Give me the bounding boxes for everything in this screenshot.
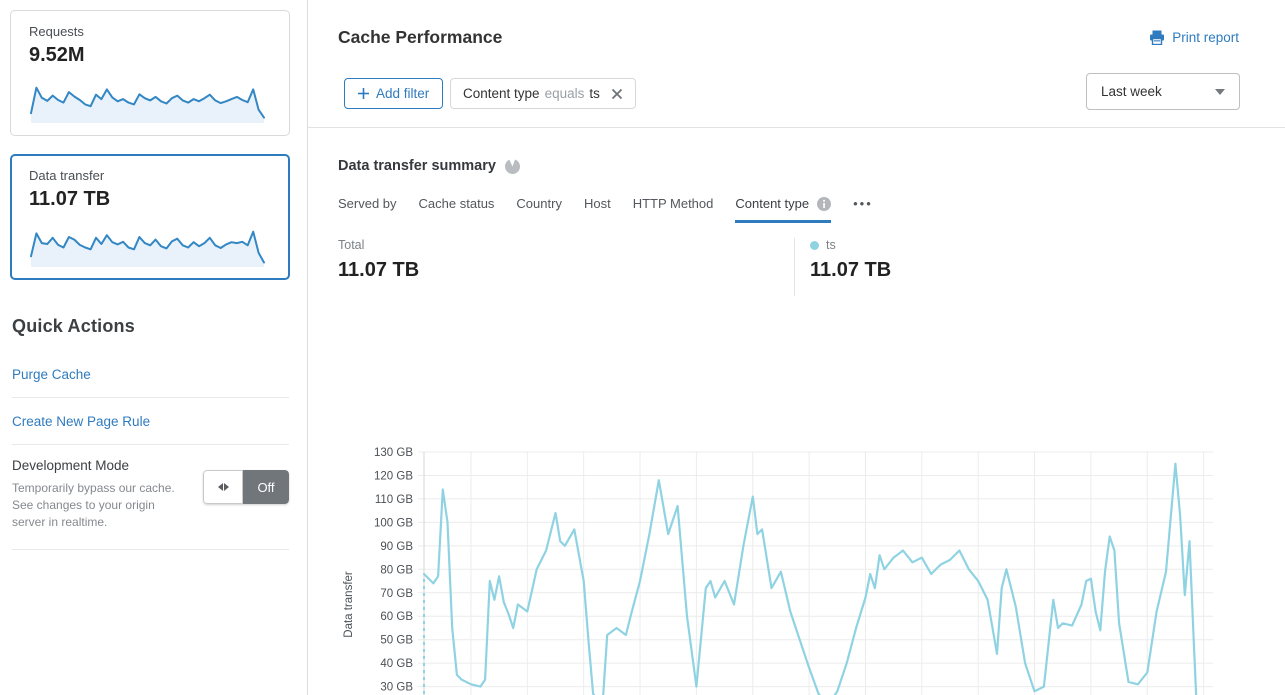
metric-label: Data transfer xyxy=(29,168,105,183)
create-page-rule-link[interactable]: Create New Page Rule xyxy=(12,414,151,429)
totals-divider xyxy=(794,238,795,296)
printer-icon xyxy=(1150,30,1165,45)
svg-text:70 GB: 70 GB xyxy=(380,588,413,600)
development-mode-title: Development Mode xyxy=(12,458,130,473)
quick-actions-title: Quick Actions xyxy=(12,316,135,336)
close-icon xyxy=(611,88,623,99)
svg-text:120 GB: 120 GB xyxy=(374,470,413,482)
tab-served-by[interactable]: Served by xyxy=(338,196,397,211)
totals-row: Total 11.07 TB ts 11.07 TB xyxy=(338,238,891,296)
print-report-button[interactable]: Print report xyxy=(1149,30,1239,45)
filter-value: ts xyxy=(589,86,600,101)
add-filter-button[interactable]: Add filter xyxy=(344,78,444,109)
filter-chip[interactable]: Content type equals ts xyxy=(450,78,636,109)
quick-action-row: Purge Cache xyxy=(12,351,289,398)
svg-text:40 GB: 40 GB xyxy=(380,658,413,670)
svg-text:60 GB: 60 GB xyxy=(380,611,413,623)
refresh-status-icon xyxy=(504,158,520,174)
main-panel: Cache Performance Print report Add filte… xyxy=(307,0,1285,695)
development-mode-section: Development Mode Temporarily bypass our … xyxy=(12,445,289,550)
page-title: Cache Performance xyxy=(338,27,503,47)
total-value: 11.07 TB xyxy=(338,259,420,281)
tab-cache-status[interactable]: Cache status xyxy=(418,196,495,211)
svg-text:Data transfer: Data transfer xyxy=(343,571,355,638)
add-filter-label: Add filter xyxy=(376,86,430,101)
print-report-label: Print report xyxy=(1172,30,1239,45)
summary-section: Data transfer summary Served by Cache sta… xyxy=(308,128,1285,695)
metric-label: Requests xyxy=(29,24,84,39)
series-value: 11.07 TB xyxy=(810,259,892,281)
svg-text:100 GB: 100 GB xyxy=(374,517,413,529)
summary-title: Data transfer summary xyxy=(338,158,496,174)
total-label: Total xyxy=(338,238,365,252)
sidebar: Requests 9.52M Data transfer 11.07 TB Qu… xyxy=(0,0,307,695)
quick-actions-section: Quick Actions Purge Cache Create New Pag… xyxy=(12,316,289,550)
quick-action-row: Create New Page Rule xyxy=(12,398,289,445)
remove-filter-button[interactable] xyxy=(611,88,623,100)
summary-tabs: Served by Cache status Country Host HTTP Met… xyxy=(338,196,873,223)
svg-text:110 GB: 110 GB xyxy=(375,494,413,506)
series-legend-dot xyxy=(810,240,819,250)
svg-text:90 GB: 90 GB xyxy=(380,541,413,553)
development-mode-description: Temporarily bypass our cache. See change… xyxy=(12,481,175,529)
metric-card-requests[interactable]: Requests 9.52M xyxy=(10,10,290,136)
toggle-knob[interactable] xyxy=(203,470,243,504)
more-dimensions-button[interactable]: ••• xyxy=(853,196,873,211)
svg-text:80 GB: 80 GB xyxy=(380,564,413,576)
time-range-dropdown[interactable]: Last week xyxy=(1086,73,1240,110)
toggle-state-label: Off xyxy=(243,470,289,504)
purge-cache-link[interactable]: Purge Cache xyxy=(12,367,91,382)
data-transfer-sparkline-chart xyxy=(30,230,265,267)
metric-value: 9.52M xyxy=(29,44,85,66)
chevron-down-icon xyxy=(1215,88,1225,95)
main-header: Cache Performance Print report Add filte… xyxy=(308,0,1285,128)
plus-icon xyxy=(358,88,369,99)
metric-card-data-transfer[interactable]: Data transfer 11.07 TB xyxy=(10,154,290,280)
tab-http-method[interactable]: HTTP Method xyxy=(632,196,714,211)
tab-country[interactable]: Country xyxy=(516,196,562,211)
series-legend-label[interactable]: ts xyxy=(826,238,836,252)
svg-text:50 GB: 50 GB xyxy=(380,635,413,647)
requests-sparkline-chart xyxy=(30,86,265,123)
time-range-value: Last week xyxy=(1101,84,1162,99)
svg-text:130 GB: 130 GB xyxy=(374,447,413,459)
info-icon[interactable] xyxy=(817,196,832,211)
filter-field: Content type xyxy=(463,86,540,101)
filter-operator: equals xyxy=(544,86,585,101)
svg-text:30 GB: 30 GB xyxy=(380,682,413,694)
toggle-arrows-icon xyxy=(217,483,223,491)
tab-host[interactable]: Host xyxy=(583,196,611,211)
tab-content-type[interactable]: Content type xyxy=(735,196,832,223)
metric-value: 11.07 TB xyxy=(29,188,111,210)
development-mode-toggle[interactable]: Off xyxy=(203,470,289,504)
